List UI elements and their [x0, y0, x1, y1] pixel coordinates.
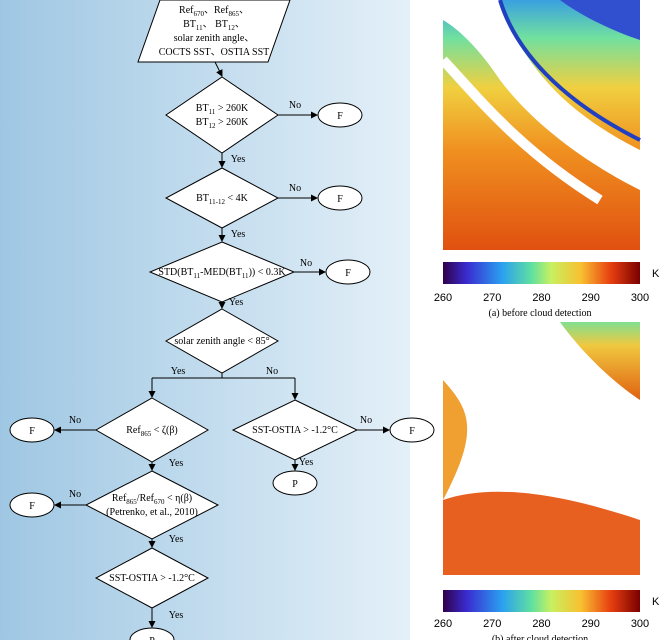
text-run: Ref [112, 493, 127, 504]
panel-caption: (a) before cloud detection [488, 308, 591, 319]
edge-label: Yes [299, 457, 314, 468]
node-text: solar zenith angle < 85° [174, 336, 269, 347]
edge-label: No [69, 489, 81, 500]
image-b [443, 322, 640, 575]
text-run: COCTS SST、OSTIA SST [159, 47, 270, 58]
text-run: BT [196, 117, 209, 128]
page: Ref670​、Ref865​、BT11​、 BT12​、solar zenit… [0, 0, 670, 640]
colorbar-tick: 260 [434, 292, 452, 304]
text-run: 、 [235, 19, 245, 30]
text-run: Ref [179, 5, 194, 16]
text-run: SST-OSTIA > -1.2°C [109, 573, 195, 584]
subscript: 865 [228, 10, 239, 18]
panel-caption: (b) after cloud detection [492, 634, 588, 640]
text-run: (Petrenko, et al., 2010) [106, 507, 198, 518]
text-run: 、 [239, 5, 249, 16]
colorbar-tick: 270 [483, 292, 501, 304]
edge-label: No [69, 415, 81, 426]
text-run: BT [196, 103, 209, 114]
colorbar-tick: 280 [532, 618, 550, 630]
edge-label: Yes [171, 366, 186, 377]
edge-label: Yes [169, 610, 184, 621]
terminal-label: F [409, 426, 415, 437]
node-text: SST-OSTIA > -1.2°C [252, 425, 338, 436]
text-run: > 260K [215, 117, 249, 128]
text-run: < ζ(β) [151, 425, 178, 436]
terminal-label: P [149, 636, 155, 640]
text-run: BT [196, 193, 209, 204]
edge-label: Yes [231, 154, 246, 165]
text-run: 、Ref [204, 5, 229, 16]
text-run: < 4K [225, 193, 249, 204]
terminal-label: F [345, 268, 351, 279]
subscript: 670 [194, 10, 205, 18]
colorbar [443, 262, 640, 284]
terminal-label: F [29, 426, 35, 437]
text-run: BT [183, 19, 196, 30]
text-run: STD(BT [158, 267, 193, 278]
terminal-label: F [337, 194, 343, 205]
colorbar-tick: 300 [631, 292, 649, 304]
subscript: 865 [141, 430, 152, 438]
text-run: /Ref [137, 493, 155, 504]
subscript: 11-12 [209, 198, 226, 206]
text-run: Ref [126, 425, 141, 436]
subscript: 865 [126, 498, 137, 506]
edge-label: Yes [231, 229, 246, 240]
colorbar-tick: 290 [582, 292, 600, 304]
edge-label: No [289, 100, 301, 111]
text-run: > 260K [215, 103, 249, 114]
edge-label: No [289, 183, 301, 194]
edge-label: Yes [169, 534, 184, 545]
node-text: SST-OSTIA > -1.2°C [109, 573, 195, 584]
terminal-label: F [29, 501, 35, 512]
colorbar-tick: 280 [532, 292, 550, 304]
colorbar-tick: 270 [483, 618, 501, 630]
node-text: (Petrenko, et al., 2010) [106, 507, 198, 518]
terminal-label: P [292, 479, 298, 490]
node-text: solar zenith angle、 [174, 33, 255, 44]
text-run: solar zenith angle < 85° [174, 336, 269, 347]
edge-label: No [266, 366, 278, 377]
colorbar-unit: K [652, 268, 660, 280]
subscript: 670 [154, 498, 165, 506]
text-run: -MED(BT [200, 267, 242, 278]
text-run: solar zenith angle、 [174, 33, 255, 44]
colorbar [443, 590, 640, 612]
figure: Ref670​、Ref865​、BT11​、 BT12​、solar zenit… [0, 0, 670, 640]
text-run: SST-OSTIA > -1.2°C [252, 425, 338, 436]
colorbar-unit: K [652, 596, 660, 608]
edge-label: Yes [169, 458, 184, 469]
text-run: 、 BT [203, 19, 228, 30]
edge-label: No [300, 258, 312, 269]
edge-label: Yes [229, 297, 244, 308]
colorbar-tick: 290 [582, 618, 600, 630]
text-run: < η(β) [165, 493, 193, 504]
image-a [443, 0, 640, 250]
text-run: )) < 0.3K [249, 267, 287, 278]
node-text: COCTS SST、OSTIA SST [159, 47, 270, 58]
colorbar-tick: 300 [631, 618, 649, 630]
terminal-label: F [337, 111, 343, 122]
edge-label: No [360, 415, 372, 426]
colorbar-tick: 260 [434, 618, 452, 630]
